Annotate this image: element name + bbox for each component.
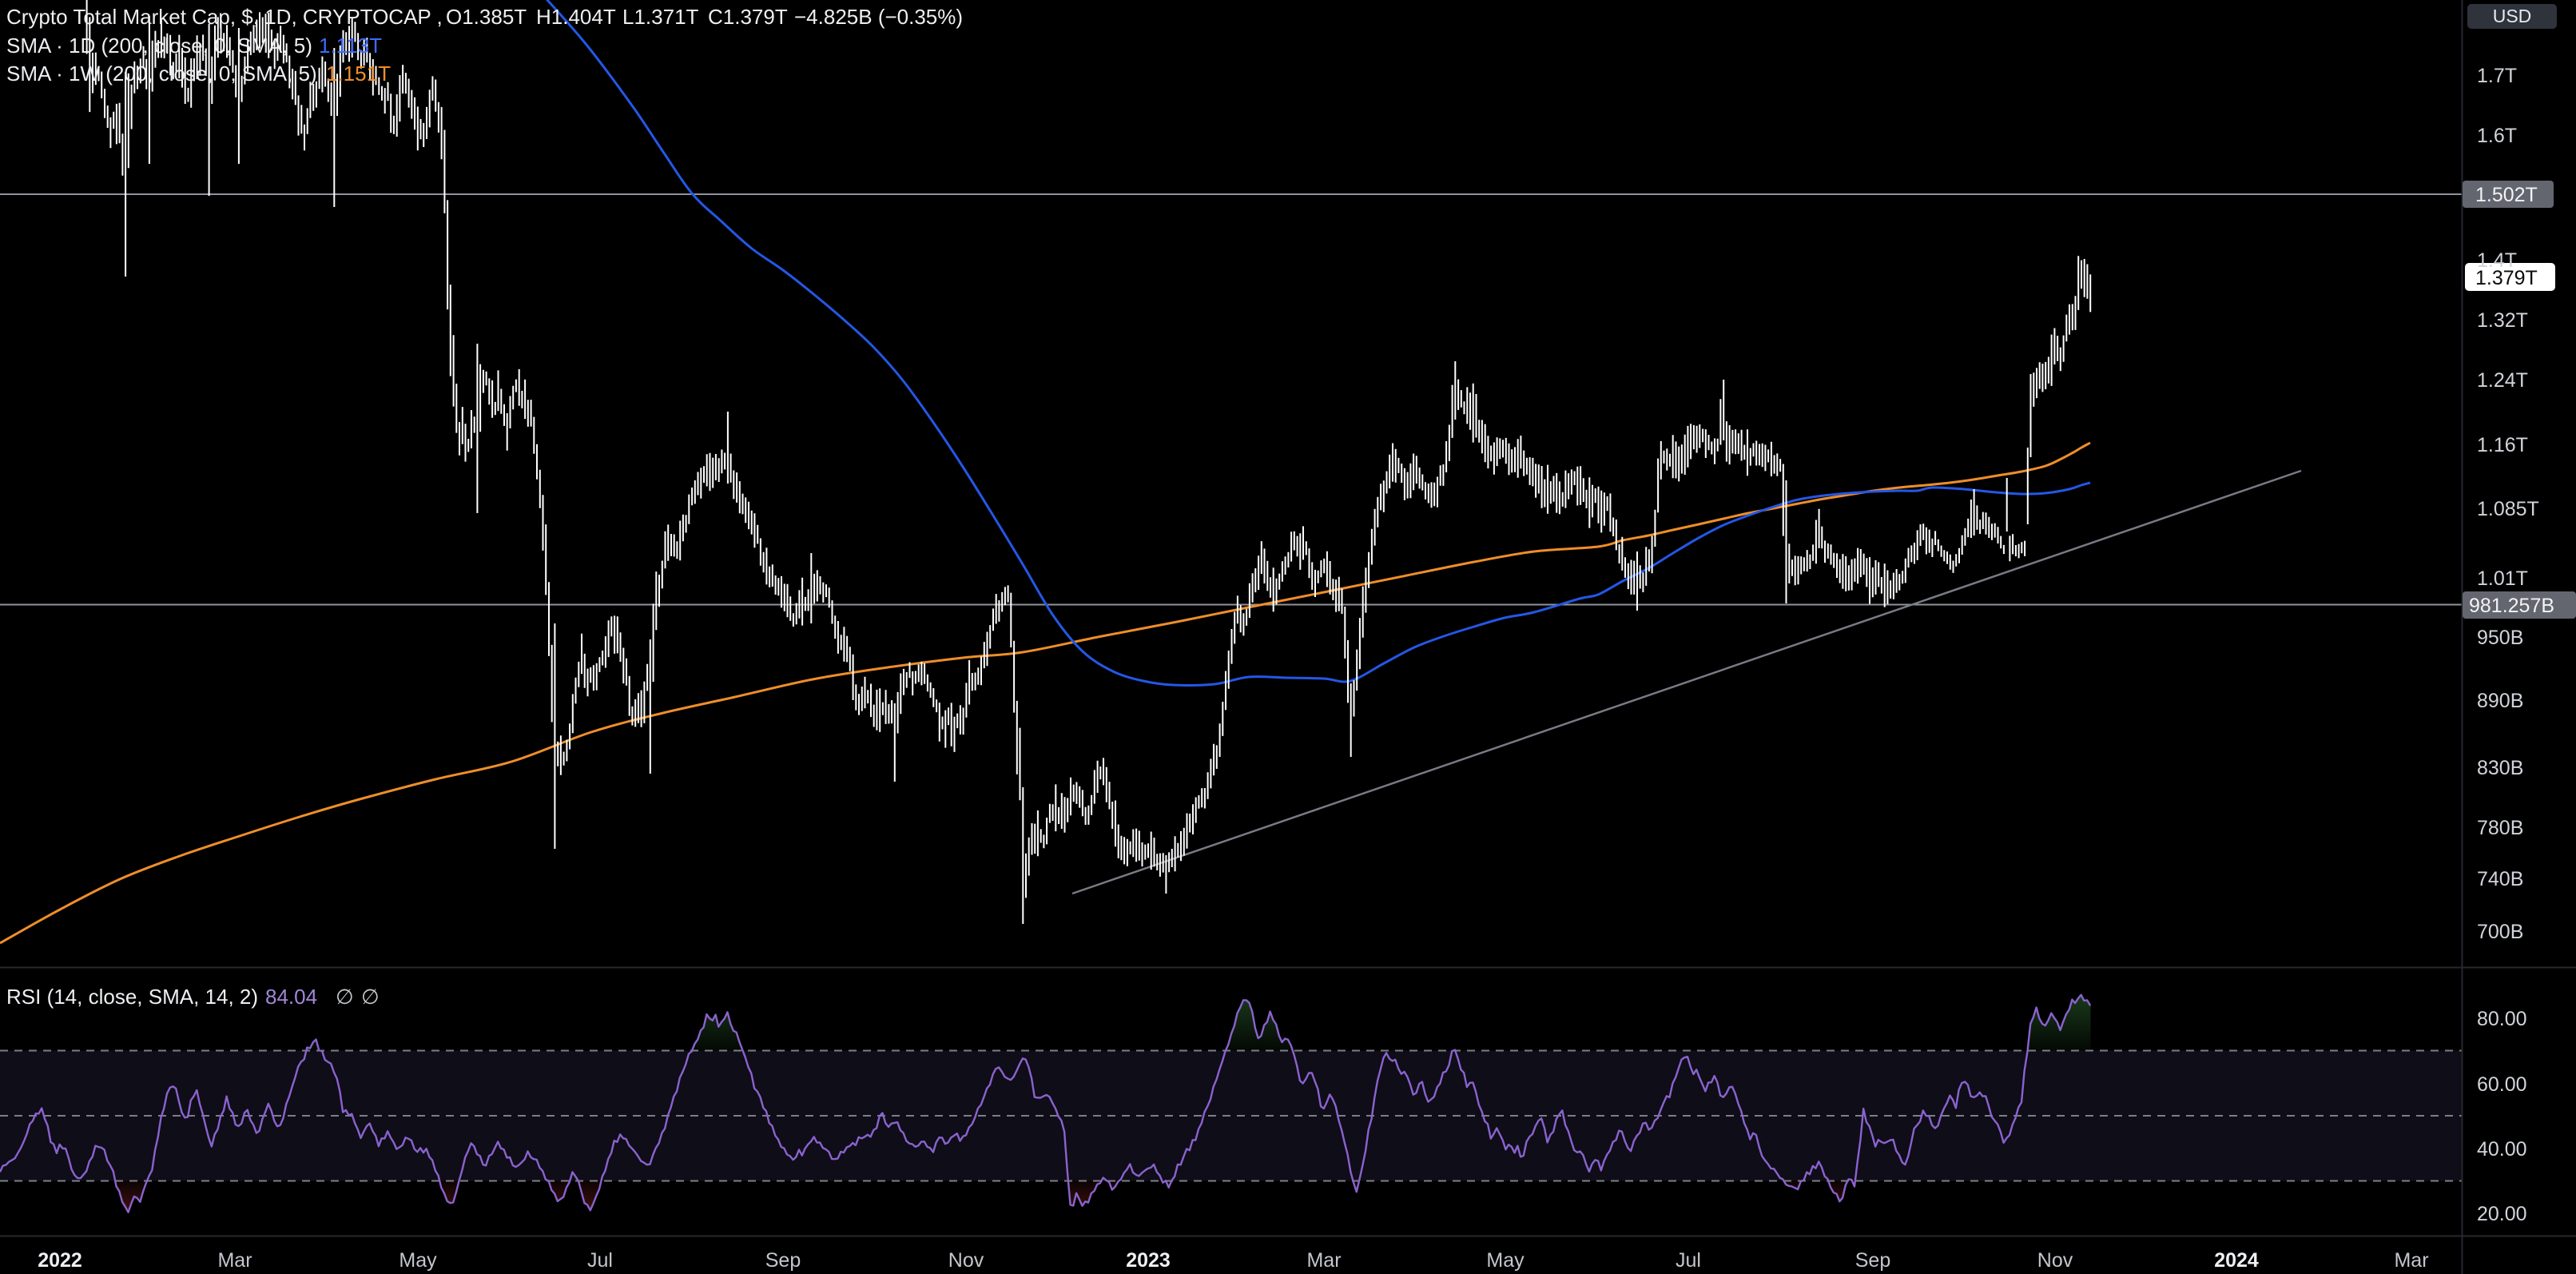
svg-text:830B: 830B: [2477, 757, 2523, 779]
svg-text:Jul: Jul: [587, 1249, 613, 1272]
svg-text:Crypto Total Market Cap, $, 1D: Crypto Total Market Cap, $, 1D, CRYPTOCA…: [6, 5, 443, 29]
svg-text:80.00: 80.00: [2477, 1008, 2527, 1030]
svg-text:Jul: Jul: [1676, 1249, 1701, 1272]
svg-text:1.24T: 1.24T: [2477, 369, 2528, 392]
svg-text:May: May: [1486, 1249, 1525, 1272]
svg-text:1.7T: 1.7T: [2477, 65, 2517, 87]
svg-text:1.16T: 1.16T: [2477, 434, 2528, 456]
svg-text:L1.371T: L1.371T: [622, 5, 699, 29]
svg-text:1.379T: 1.379T: [2475, 267, 2538, 289]
svg-text:Mar: Mar: [1306, 1249, 1341, 1272]
svg-text:60.00: 60.00: [2477, 1073, 2527, 1096]
svg-text:−4.825B (−0.35%): −4.825B (−0.35%): [794, 5, 963, 29]
svg-text:1.32T: 1.32T: [2477, 309, 2528, 332]
svg-text:RSI (14, close, SMA, 14, 2): RSI (14, close, SMA, 14, 2): [6, 985, 258, 1009]
svg-text:Mar: Mar: [217, 1249, 252, 1272]
svg-text:Sep: Sep: [1855, 1249, 1890, 1272]
svg-text:950B: 950B: [2477, 627, 2523, 649]
svg-text:May: May: [399, 1249, 437, 1272]
svg-text:20.00: 20.00: [2477, 1203, 2527, 1225]
svg-text:2023: 2023: [1126, 1249, 1171, 1272]
svg-text:Sep: Sep: [765, 1249, 801, 1272]
svg-text:40.00: 40.00: [2477, 1138, 2527, 1161]
svg-text:1.6T: 1.6T: [2477, 125, 2517, 147]
svg-text:SMA · 1D (200, close, 0, SMA,: SMA · 1D (200, close, 0, SMA, 5): [6, 34, 312, 58]
svg-text:2022: 2022: [38, 1249, 82, 1272]
svg-text:2024: 2024: [2214, 1249, 2259, 1272]
svg-text:H1.404T: H1.404T: [536, 5, 616, 29]
svg-text:780B: 780B: [2477, 817, 2523, 839]
svg-text:84.04: 84.04: [265, 985, 317, 1009]
svg-text:1.01T: 1.01T: [2477, 567, 2528, 590]
svg-text:1.113T: 1.113T: [319, 34, 382, 58]
svg-text:890B: 890B: [2477, 690, 2523, 712]
svg-text:Mar: Mar: [2394, 1249, 2428, 1272]
svg-text:700B: 700B: [2477, 921, 2523, 943]
svg-text:Nov: Nov: [2037, 1249, 2073, 1272]
svg-text:USD: USD: [2493, 6, 2532, 26]
svg-text:1.151T: 1.151T: [326, 62, 391, 86]
svg-text:Nov: Nov: [948, 1249, 984, 1272]
svg-text:∅: ∅: [336, 985, 354, 1009]
svg-text:C1.379T: C1.379T: [708, 5, 788, 29]
svg-text:1.4T: 1.4T: [2477, 249, 2517, 272]
svg-text:981.257B: 981.257B: [2469, 595, 2554, 617]
svg-text:∅: ∅: [361, 985, 380, 1009]
svg-text:1.085T: 1.085T: [2477, 498, 2539, 520]
svg-text:1.502T: 1.502T: [2475, 184, 2538, 206]
svg-text:740B: 740B: [2477, 868, 2523, 890]
svg-text:SMA · 1W (200, close, 0, SMA,: SMA · 1W (200, close, 0, SMA, 5): [6, 62, 317, 86]
svg-text:O1.385T: O1.385T: [446, 5, 527, 29]
